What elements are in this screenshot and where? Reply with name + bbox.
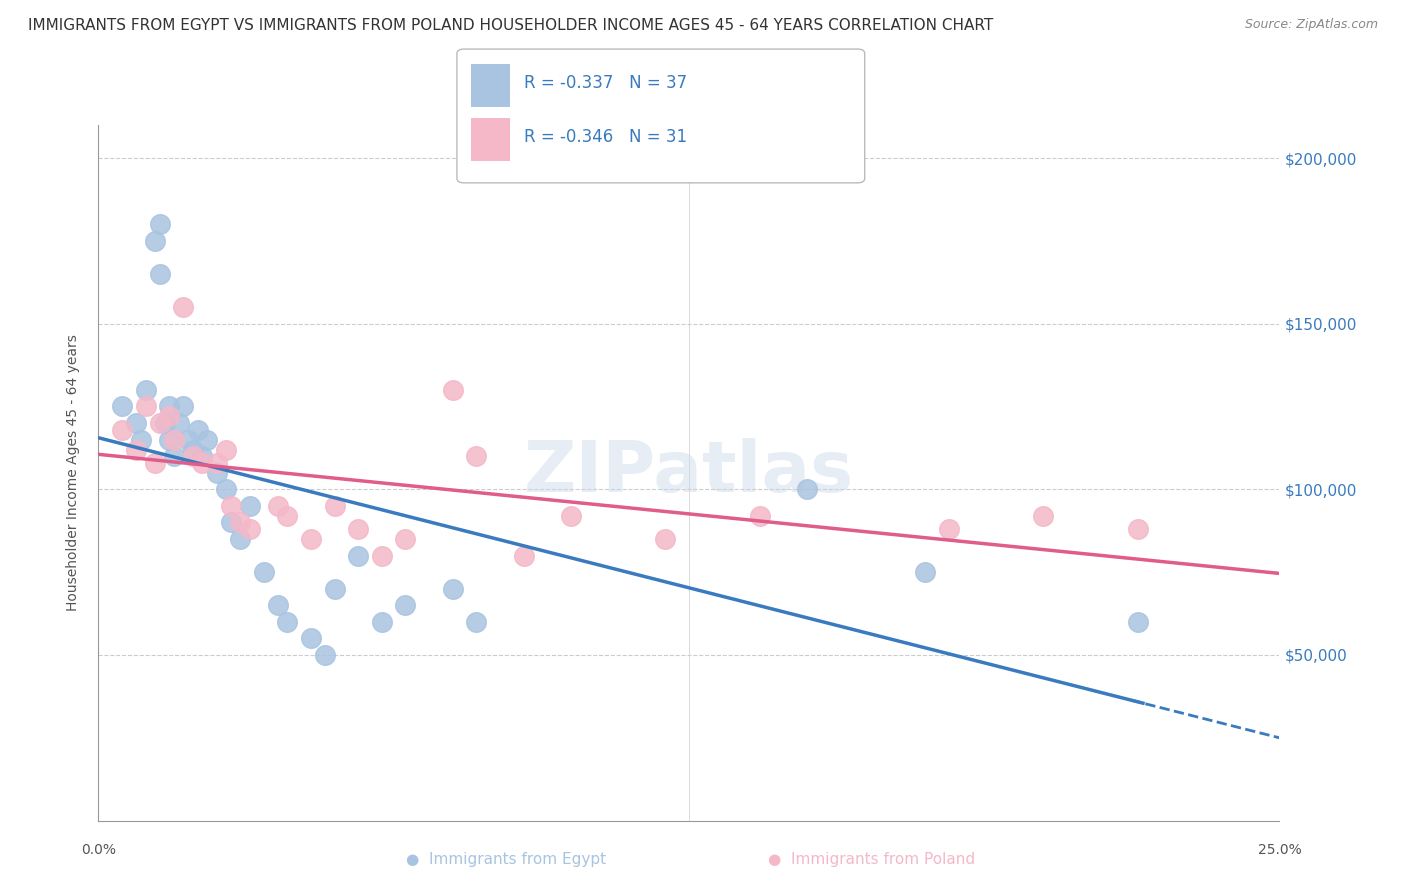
Point xyxy=(153,416,176,430)
Point xyxy=(157,409,180,424)
Point xyxy=(195,433,218,447)
Point xyxy=(205,466,228,480)
Point xyxy=(143,234,166,248)
Point xyxy=(157,433,180,447)
Point xyxy=(172,400,194,414)
Point xyxy=(135,400,157,414)
Point xyxy=(111,423,134,437)
Point xyxy=(239,522,262,536)
Point xyxy=(512,549,534,563)
Point xyxy=(205,456,228,470)
Point xyxy=(229,516,252,530)
Point xyxy=(394,532,416,546)
Point xyxy=(276,508,298,523)
Point xyxy=(323,499,346,513)
Point xyxy=(299,532,322,546)
Point xyxy=(239,499,262,513)
Point xyxy=(215,442,238,457)
Point xyxy=(654,532,676,546)
Point xyxy=(163,433,186,447)
Point xyxy=(299,632,322,646)
Text: 0.0%: 0.0% xyxy=(82,843,115,857)
Point xyxy=(347,549,370,563)
Point xyxy=(125,416,148,430)
Text: 25.0%: 25.0% xyxy=(1257,843,1302,857)
Point xyxy=(347,522,370,536)
Point xyxy=(276,615,298,629)
Point xyxy=(441,582,464,596)
Point xyxy=(219,516,242,530)
Point xyxy=(181,449,204,463)
Point xyxy=(796,483,818,497)
Point xyxy=(267,599,290,613)
Point xyxy=(191,449,214,463)
Point xyxy=(149,267,172,281)
Point xyxy=(465,615,488,629)
Point xyxy=(748,508,770,523)
Point xyxy=(394,599,416,613)
Point xyxy=(157,400,180,414)
Point xyxy=(111,400,134,414)
Text: R = -0.346   N = 31: R = -0.346 N = 31 xyxy=(524,128,688,145)
Point xyxy=(187,423,209,437)
Point xyxy=(172,300,194,314)
Point xyxy=(441,383,464,397)
Point xyxy=(129,433,152,447)
Point xyxy=(163,449,186,463)
Text: ●  Immigrants from Poland: ● Immigrants from Poland xyxy=(768,852,976,867)
Point xyxy=(143,456,166,470)
Point xyxy=(323,582,346,596)
Point xyxy=(135,383,157,397)
Point xyxy=(253,565,276,579)
Point xyxy=(125,442,148,457)
Point xyxy=(560,508,582,523)
Text: R = -0.337   N = 37: R = -0.337 N = 37 xyxy=(524,74,688,92)
Point xyxy=(149,416,172,430)
Point xyxy=(938,522,960,536)
Point xyxy=(229,532,252,546)
Point xyxy=(181,442,204,457)
Point xyxy=(167,416,190,430)
Text: ●  Immigrants from Egypt: ● Immigrants from Egypt xyxy=(406,852,606,867)
Point xyxy=(1126,615,1149,629)
Text: Source: ZipAtlas.com: Source: ZipAtlas.com xyxy=(1244,18,1378,31)
Point xyxy=(219,499,242,513)
Point xyxy=(177,433,200,447)
Point xyxy=(314,648,336,662)
Point xyxy=(1126,522,1149,536)
Point xyxy=(371,549,394,563)
Point xyxy=(149,217,172,231)
Text: IMMIGRANTS FROM EGYPT VS IMMIGRANTS FROM POLAND HOUSEHOLDER INCOME AGES 45 - 64 : IMMIGRANTS FROM EGYPT VS IMMIGRANTS FROM… xyxy=(28,18,994,33)
Point xyxy=(914,565,936,579)
Y-axis label: Householder Income Ages 45 - 64 years: Householder Income Ages 45 - 64 years xyxy=(66,334,80,611)
Text: ZIPatlas: ZIPatlas xyxy=(524,438,853,508)
Point xyxy=(191,456,214,470)
Point xyxy=(1032,508,1054,523)
Point xyxy=(371,615,394,629)
Point xyxy=(267,499,290,513)
Point xyxy=(215,483,238,497)
Point xyxy=(465,449,488,463)
